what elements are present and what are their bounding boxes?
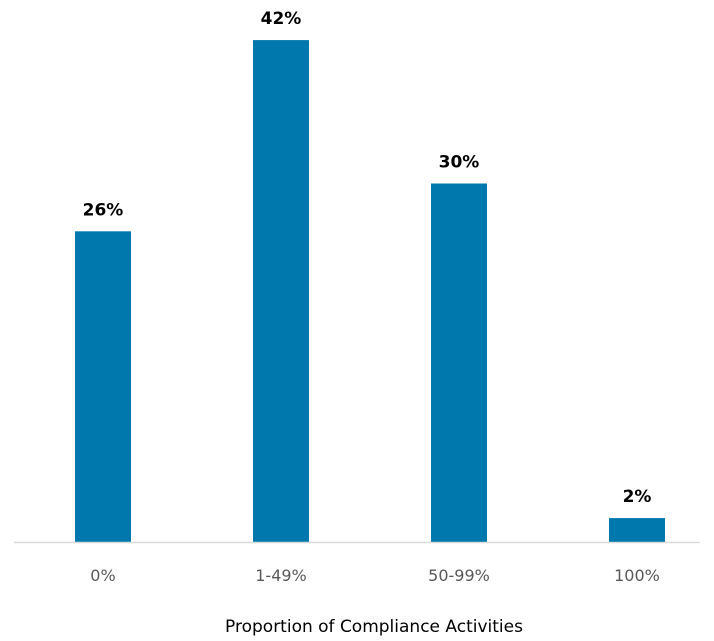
data-label-1: 26% bbox=[83, 200, 124, 220]
bar-2 bbox=[253, 40, 309, 542]
bar-4 bbox=[609, 518, 665, 542]
bar-1 bbox=[75, 231, 131, 543]
x-tick-label-1: 0% bbox=[90, 566, 115, 585]
x-tick-label-2: 1-49% bbox=[255, 566, 307, 585]
data-labels-group: 26% 42% 30% 2% bbox=[83, 9, 652, 507]
bar-3 bbox=[431, 183, 487, 542]
x-tick-label-3: 50-99% bbox=[428, 566, 490, 585]
x-tick-labels-group: 0% 1-49% 50-99% 100% bbox=[90, 566, 660, 585]
data-label-3: 30% bbox=[439, 153, 480, 173]
data-label-4: 2% bbox=[623, 487, 652, 507]
bars-group bbox=[75, 40, 665, 543]
x-tick-label-4: 100% bbox=[614, 566, 660, 585]
data-label-2: 42% bbox=[261, 9, 302, 29]
x-axis-title: Proportion of Compliance Activities bbox=[225, 617, 523, 637]
